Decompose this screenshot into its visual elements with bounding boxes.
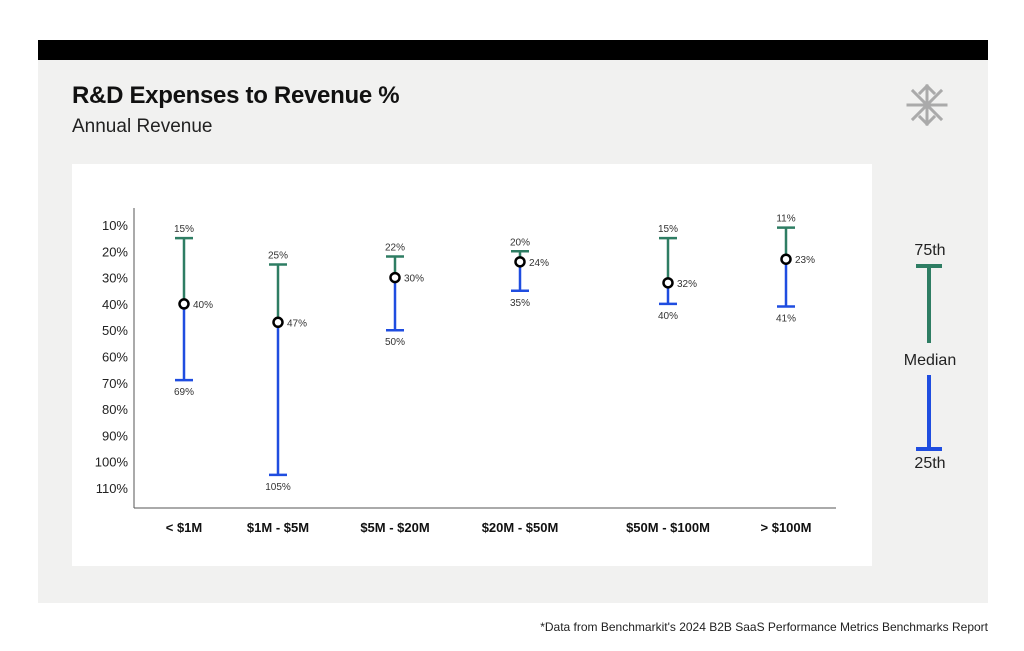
- lower-value-label: 69%: [174, 387, 194, 398]
- x-category-label: $5M - $20M: [360, 520, 429, 535]
- legend-median-label: Median: [903, 352, 957, 369]
- chart-card: [72, 164, 872, 566]
- x-category-label: $20M - $50M: [482, 520, 559, 535]
- legend-upper-label: 75th: [914, 242, 946, 259]
- footnote: *Data from Benchmarkit's 2024 B2B SaaS P…: [540, 620, 988, 634]
- top-bar: [38, 40, 988, 60]
- page-subtitle: Annual Revenue: [72, 116, 213, 137]
- median-point: [514, 256, 526, 268]
- y-tick-label: 100%: [95, 455, 129, 470]
- median-point: [389, 271, 401, 284]
- y-tick-label: 20%: [102, 244, 128, 259]
- y-tick-label: 80%: [102, 402, 128, 417]
- legend-lower-label: 25th: [914, 455, 946, 472]
- median-value-label: 24%: [529, 258, 549, 269]
- x-category-label: > $100M: [761, 520, 812, 535]
- y-tick-label: 60%: [102, 350, 128, 365]
- legend-range-graphic: [916, 264, 942, 451]
- median-point: [272, 316, 284, 329]
- y-tick-label: 90%: [102, 428, 128, 443]
- lower-value-label: 35%: [510, 298, 530, 309]
- lower-value-label: 41%: [776, 314, 796, 325]
- median-point: [178, 298, 190, 310]
- upper-value-label: 20%: [510, 237, 530, 248]
- y-tick-label: 40%: [102, 297, 128, 312]
- median-value-label: 40%: [193, 300, 213, 311]
- x-category-label: $50M - $100M: [626, 520, 710, 535]
- upper-value-label: 22%: [385, 243, 405, 254]
- x-category-label: $1M - $5M: [247, 520, 309, 535]
- median-value-label: 47%: [287, 318, 307, 329]
- benchmarkit-logo-icon: [906, 84, 948, 126]
- upper-value-label: 15%: [174, 224, 194, 235]
- x-category-label: < $1M: [166, 520, 203, 535]
- range-chart: 10% 20% 30% 40% 50% 60% 70% 80% 90% 100% 110% < $1M…: [95, 208, 836, 535]
- median-value-label: 23%: [795, 255, 815, 266]
- y-tick-label: 30%: [102, 271, 128, 286]
- y-tick-label: 50%: [102, 323, 128, 338]
- median-point: [780, 253, 792, 265]
- y-tick-label: 70%: [102, 376, 128, 391]
- median-value-label: 30%: [404, 274, 424, 285]
- y-tick-label: 10%: [102, 218, 128, 233]
- y-tick-label: 110%: [96, 481, 129, 496]
- median-point: [662, 277, 674, 289]
- lower-value-label: 50%: [385, 337, 405, 348]
- median-value-label: 32%: [677, 279, 697, 290]
- page-title: R&D Expenses to Revenue %: [72, 82, 400, 109]
- upper-value-label: 15%: [658, 224, 678, 235]
- upper-value-label: 11%: [776, 214, 795, 225]
- lower-value-label: 40%: [658, 311, 678, 322]
- upper-value-label: 25%: [268, 250, 288, 261]
- legend: 75th Median 25th: [880, 235, 980, 485]
- lower-value-label: 105%: [265, 482, 291, 493]
